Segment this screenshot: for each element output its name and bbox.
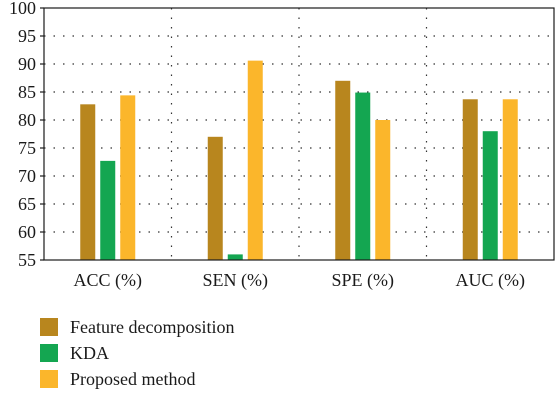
bar-1-2 — [247, 60, 263, 260]
y-tick-label-75: 75 — [18, 138, 36, 158]
legend-item-2: Proposed method — [40, 366, 234, 392]
bar-0-2 — [120, 95, 136, 260]
x-tick-label-0: ACC (%) — [74, 270, 143, 291]
y-tick-label-55: 55 — [18, 250, 36, 270]
x-tick-label-1: SEN (%) — [203, 270, 269, 291]
bar-0-1 — [100, 160, 116, 260]
bar-chart: 55 60 65 70 75 80 85 90 95 100 ACC (%) SEN (%) SPE … — [9, 0, 555, 291]
legend-label-2: Proposed method — [70, 368, 196, 389]
bars — [80, 60, 518, 260]
y-tick-label-100: 100 — [9, 0, 36, 18]
y-tick-label-70: 70 — [18, 166, 36, 186]
y-tick-label-65: 65 — [18, 194, 36, 214]
bar-2-1 — [355, 92, 371, 260]
y-tick-label-85: 85 — [18, 82, 36, 102]
legend-swatch-2 — [40, 370, 58, 388]
bar-3-1 — [482, 131, 498, 260]
y-tick-label-95: 95 — [18, 26, 36, 46]
y-tick-label-80: 80 — [18, 110, 36, 130]
bar-1-0 — [207, 136, 223, 260]
plot-frame — [43, 7, 555, 261]
legend-item-1: KDA — [40, 340, 234, 366]
bar-2-0 — [335, 80, 351, 260]
legend-item-0: Feature decomposition — [40, 314, 234, 340]
legend: Feature decomposition KDA Proposed method — [40, 314, 234, 392]
y-tick-label-90: 90 — [18, 54, 36, 74]
bar-0-0 — [80, 104, 96, 260]
legend-label-0: Feature decomposition — [70, 316, 235, 337]
y-axis: 55 60 65 70 75 80 85 90 95 100 — [9, 0, 44, 270]
legend-swatch-1 — [40, 344, 58, 362]
bar-2-2 — [375, 120, 391, 260]
legend-label-1: KDA — [70, 342, 109, 363]
x-tick-label-2: SPE (%) — [332, 270, 395, 291]
bar-1-1 — [227, 254, 243, 260]
x-axis: ACC (%) SEN (%) SPE (%) AUC (%) — [74, 270, 526, 291]
bar-3-0 — [462, 99, 478, 260]
grid-lines — [44, 8, 554, 260]
x-tick-label-3: AUC (%) — [456, 270, 526, 291]
legend-swatch-0 — [40, 318, 58, 336]
y-tick-label-60: 60 — [18, 222, 36, 242]
plot-border — [43, 7, 555, 261]
bar-3-2 — [502, 99, 518, 260]
